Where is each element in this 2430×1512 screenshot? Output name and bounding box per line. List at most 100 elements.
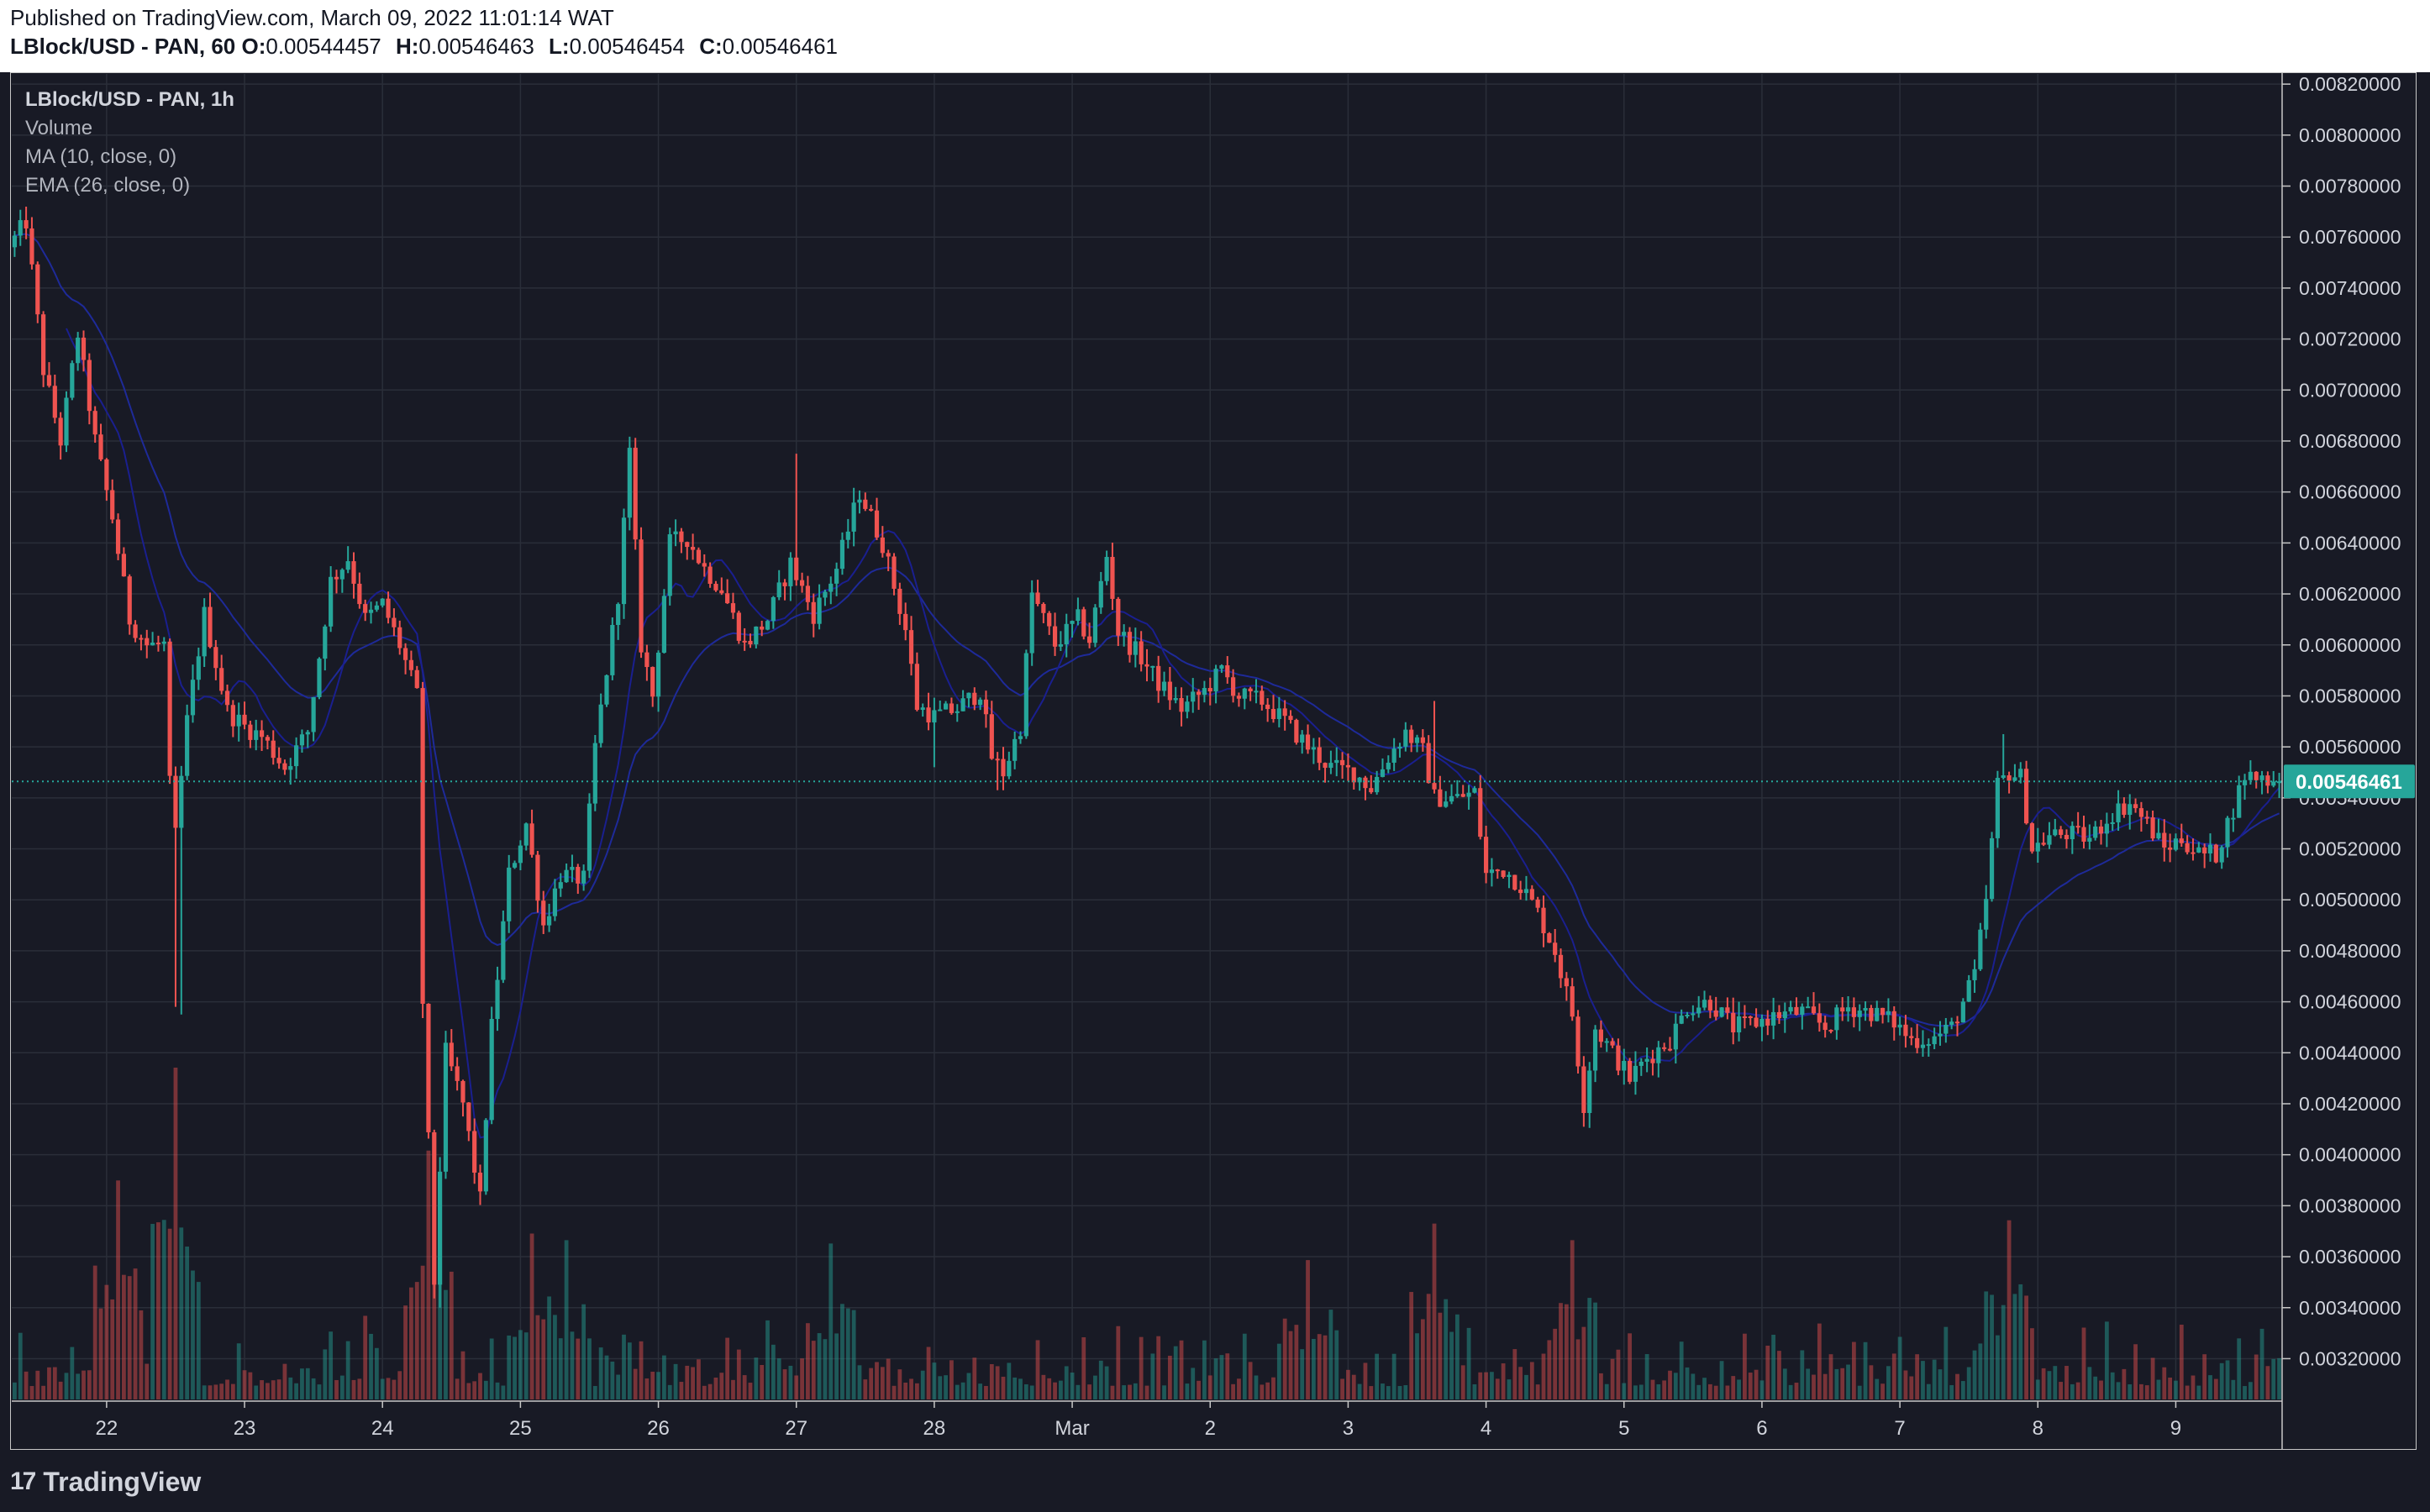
candle-body: [1828, 1030, 1833, 1032]
volume-bar: [156, 1222, 160, 1399]
volume-bar: [2202, 1354, 2207, 1399]
volume-bar: [2047, 1371, 2052, 1399]
volume-bar: [1357, 1383, 1362, 1399]
candle-body: [1110, 557, 1115, 599]
candle-body: [1122, 632, 1127, 636]
candle-body: [702, 563, 707, 567]
volume-bar: [2110, 1372, 2115, 1399]
volume-bar: [1323, 1335, 1328, 1399]
tradingview-logo[interactable]: 17 TradingView: [10, 1465, 201, 1499]
candle-body: [586, 803, 592, 871]
volume-bar: [949, 1360, 954, 1399]
candle-body: [110, 490, 115, 520]
volume-bar: [2024, 1295, 2028, 1399]
volume-bar: [840, 1304, 844, 1399]
low-value: 0.00546454: [569, 34, 685, 59]
candle-body: [679, 531, 684, 543]
candle-body: [863, 499, 868, 509]
volume-bar: [1949, 1384, 1954, 1399]
candle-body: [1133, 641, 1138, 655]
price-tick-label: 0.00640000: [2299, 532, 2401, 554]
volume-bar: [1001, 1376, 1006, 1399]
candle-body: [1696, 1007, 1702, 1014]
volume-bar: [558, 1338, 563, 1399]
candle-body: [1638, 1061, 1644, 1066]
volume-bar: [2231, 1379, 2236, 1399]
candle-body: [955, 711, 960, 713]
volume-bar: [662, 1355, 666, 1399]
volume-bar: [673, 1363, 678, 1399]
volume-bar: [1891, 1353, 1896, 1399]
candle-body: [2133, 804, 2138, 809]
volume-bar: [679, 1382, 684, 1399]
candle-body: [1007, 760, 1012, 777]
candle-body: [1725, 1007, 1730, 1013]
candle-body: [920, 707, 925, 711]
volume-bar: [230, 1383, 235, 1399]
volume-bar: [2254, 1354, 2259, 1399]
volume-bar: [1472, 1383, 1477, 1399]
volume-bar: [1535, 1384, 1540, 1399]
candle-body: [2271, 781, 2276, 786]
candle-body: [1225, 665, 1230, 678]
volume-bar: [875, 1362, 879, 1399]
volume-bar: [903, 1382, 908, 1399]
candle-body: [2064, 834, 2070, 840]
price-tick-label: 0.00460000: [2299, 991, 2401, 1013]
volume-bar: [1219, 1355, 1224, 1399]
volume-bar: [1673, 1373, 1678, 1399]
volume-bar: [1628, 1333, 1632, 1399]
volume-bar: [541, 1319, 546, 1399]
volume-bar: [1990, 1294, 1994, 1399]
volume-bar: [466, 1383, 471, 1399]
volume-bar: [1334, 1330, 1339, 1399]
volume-bar: [127, 1276, 132, 1399]
candle-body: [857, 499, 862, 503]
volume-bar: [1460, 1365, 1465, 1399]
volume-bar: [1104, 1366, 1109, 1399]
volume-bar: [529, 1233, 534, 1399]
volume-bar: [1943, 1326, 1949, 1399]
volume-bar: [1007, 1362, 1012, 1399]
volume-bar: [989, 1363, 994, 1399]
price-tick-label: 0.00600000: [2299, 634, 2401, 656]
candle-body: [1564, 978, 1569, 987]
volume-bar: [2213, 1378, 2218, 1399]
tradingview-logo-icon: 17: [10, 1467, 36, 1495]
candle-body: [2150, 817, 2155, 839]
volume-bar: [1213, 1358, 1218, 1399]
volume-bar: [932, 1362, 937, 1399]
volume-bar: [851, 1310, 856, 1399]
volume-bar: [1391, 1353, 1396, 1399]
candle-body: [1598, 1029, 1603, 1042]
volume-bar: [1035, 1340, 1040, 1399]
candle-body: [2104, 823, 2109, 834]
volume-bar: [1903, 1370, 1908, 1399]
candle-body: [52, 386, 57, 418]
candle-body: [2041, 843, 2046, 845]
volume-bar: [1996, 1335, 2000, 1399]
volume-bar: [1156, 1336, 1161, 1399]
legend-title: LBlock/USD - PAN, 1h: [25, 88, 234, 111]
volume-bar: [920, 1370, 925, 1399]
volume-bar: [1501, 1363, 1506, 1399]
volume-bar: [1248, 1362, 1253, 1399]
candle-body: [2087, 837, 2092, 842]
candle-body: [2207, 844, 2213, 854]
candle-body: [2237, 785, 2242, 818]
volume-bar: [1915, 1354, 1920, 1399]
volume-bar: [357, 1378, 362, 1399]
candle-body: [179, 775, 184, 828]
candle-body: [1317, 747, 1322, 764]
volume-bar: [1231, 1383, 1236, 1399]
volume-bar: [800, 1358, 804, 1399]
candle-body: [2012, 777, 2017, 781]
candle-body: [190, 680, 196, 716]
volume-bar: [1822, 1373, 1828, 1399]
volume-bar: [978, 1383, 983, 1399]
candle-body: [1989, 837, 1995, 900]
candle-body: [564, 869, 569, 883]
volume-bar: [1581, 1326, 1586, 1399]
volume-bar: [765, 1320, 770, 1399]
